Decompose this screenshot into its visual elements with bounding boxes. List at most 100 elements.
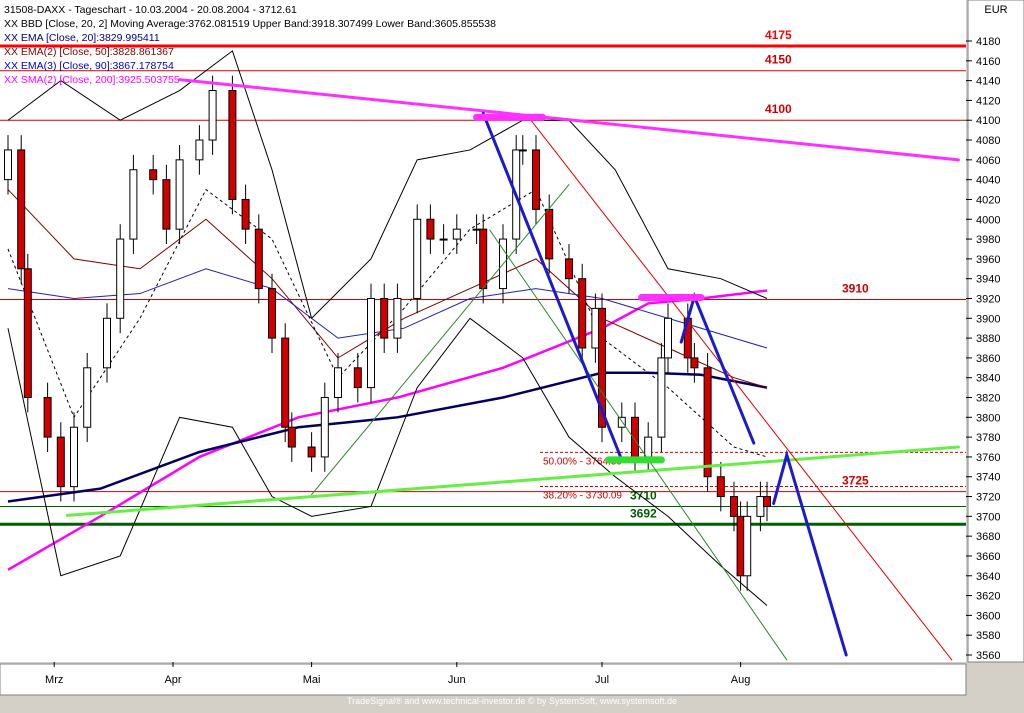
candle-body — [690, 357, 699, 369]
candle-body — [175, 159, 184, 230]
drawing — [528, 117, 953, 661]
y-tick-label: 3920 — [976, 293, 1000, 305]
candle-body — [23, 268, 32, 399]
y-tick-label: 4000 — [976, 214, 1000, 226]
candle-body — [129, 169, 138, 240]
drawing — [772, 449, 848, 657]
y-tick-label: 4040 — [976, 175, 1000, 187]
level-label: 3725 — [842, 474, 869, 488]
candle-body — [281, 337, 290, 428]
legend-entry: XX BBD [Close, 20, 2] Moving Average:376… — [4, 18, 496, 30]
candle-body — [307, 446, 316, 458]
candle-body — [439, 238, 448, 241]
candle-body — [545, 208, 554, 260]
legend-entry: XX SMA(2) [Close, 200]:3925.503755 — [4, 74, 180, 86]
currency: EUR — [984, 4, 1007, 16]
candle-body — [413, 218, 422, 299]
candle-body — [532, 149, 540, 210]
candle-body — [479, 228, 488, 290]
candle-body — [83, 367, 92, 428]
indicator-line — [7, 371, 768, 503]
candle-body — [334, 367, 342, 399]
x-tick-label: Apr — [164, 674, 181, 686]
y-tick-label: 4140 — [976, 76, 1000, 88]
footer: TradeSignal® and www.technical-investor.… — [347, 696, 677, 706]
candle-body — [353, 367, 362, 389]
candle-body — [598, 307, 606, 428]
x-tick-label: Mrz — [45, 674, 63, 686]
candle-body — [393, 297, 402, 339]
y-tick-label: 3940 — [976, 274, 1000, 286]
candle-body — [716, 476, 725, 498]
y-tick-label: 3700 — [976, 511, 1000, 523]
candle-body — [617, 416, 626, 428]
candle-body — [254, 228, 263, 290]
level-label: 3710 — [630, 488, 657, 502]
candle-body — [736, 515, 745, 577]
legend-entry: XX EMA(2) [Close, 50]:3828.861367 — [4, 46, 174, 58]
drawing — [178, 78, 960, 162]
level-label: 4100 — [765, 102, 792, 116]
candle-body — [149, 169, 158, 181]
y-tick-label: 4120 — [976, 95, 1000, 107]
y-tick-label: 3780 — [976, 432, 1000, 444]
candle-body — [664, 317, 672, 359]
candle-body — [644, 436, 653, 458]
candle-body — [195, 139, 204, 161]
fib-label: 38.20% - 3730.09 — [543, 491, 622, 502]
y-tick-label: 4060 — [976, 155, 1000, 167]
candle-body — [743, 515, 752, 577]
time-axis — [0, 663, 967, 696]
candle-body — [756, 496, 765, 517]
candle-body — [287, 426, 296, 448]
y-tick-label: 3640 — [976, 571, 1000, 583]
candle-body — [578, 278, 587, 349]
y-tick-label: 3660 — [976, 551, 1000, 563]
y-tick-label: 3580 — [976, 630, 1000, 642]
level-label: 4150 — [765, 53, 792, 67]
candle-body — [56, 436, 65, 488]
x-tick-label: Mai — [303, 674, 321, 686]
y-tick-label: 3720 — [976, 492, 1000, 504]
candle-body — [703, 367, 712, 478]
y-tick-label: 4160 — [976, 56, 1000, 68]
y-tick-label: 3740 — [976, 472, 1000, 484]
candle-body — [763, 496, 771, 507]
y-tick-label: 3860 — [976, 353, 1000, 365]
indicator-line — [7, 317, 768, 606]
plot-area — [0, 0, 966, 662]
candle-body — [367, 297, 375, 389]
x-tick-label: Jul — [595, 674, 609, 686]
y-tick-label: 3760 — [976, 452, 1000, 464]
candle-body — [116, 238, 125, 319]
y-tick-label: 3680 — [976, 531, 1000, 543]
candle-body — [518, 149, 527, 152]
y-tick-label: 3980 — [976, 234, 1000, 246]
candle-body — [4, 149, 12, 181]
candle-body — [268, 288, 276, 339]
candle-body — [591, 307, 600, 349]
price-axis — [967, 0, 1024, 663]
candle-body — [70, 426, 78, 488]
candle-body — [472, 228, 481, 231]
legend-entry: 31508-DAXX - Tageschart - 10.03.2004 - 2… — [4, 4, 297, 16]
candle-body — [208, 90, 217, 141]
drawing — [311, 184, 570, 496]
y-tick-label: 3820 — [976, 393, 1000, 405]
level-label: 3910 — [842, 281, 869, 295]
y-tick-label: 3900 — [976, 313, 1000, 325]
candle-body — [162, 179, 171, 230]
candle-body — [241, 198, 250, 230]
candle-body — [103, 317, 111, 369]
y-tick-label: 4080 — [976, 135, 1000, 147]
y-tick-label: 3960 — [976, 254, 1000, 266]
y-tick-label: 3880 — [976, 333, 1000, 345]
drawing — [489, 229, 788, 661]
candle-body — [17, 149, 26, 270]
drawing — [481, 111, 624, 462]
candle-body — [565, 258, 573, 280]
level-label: 4175 — [765, 28, 792, 42]
candle-body — [228, 90, 237, 200]
